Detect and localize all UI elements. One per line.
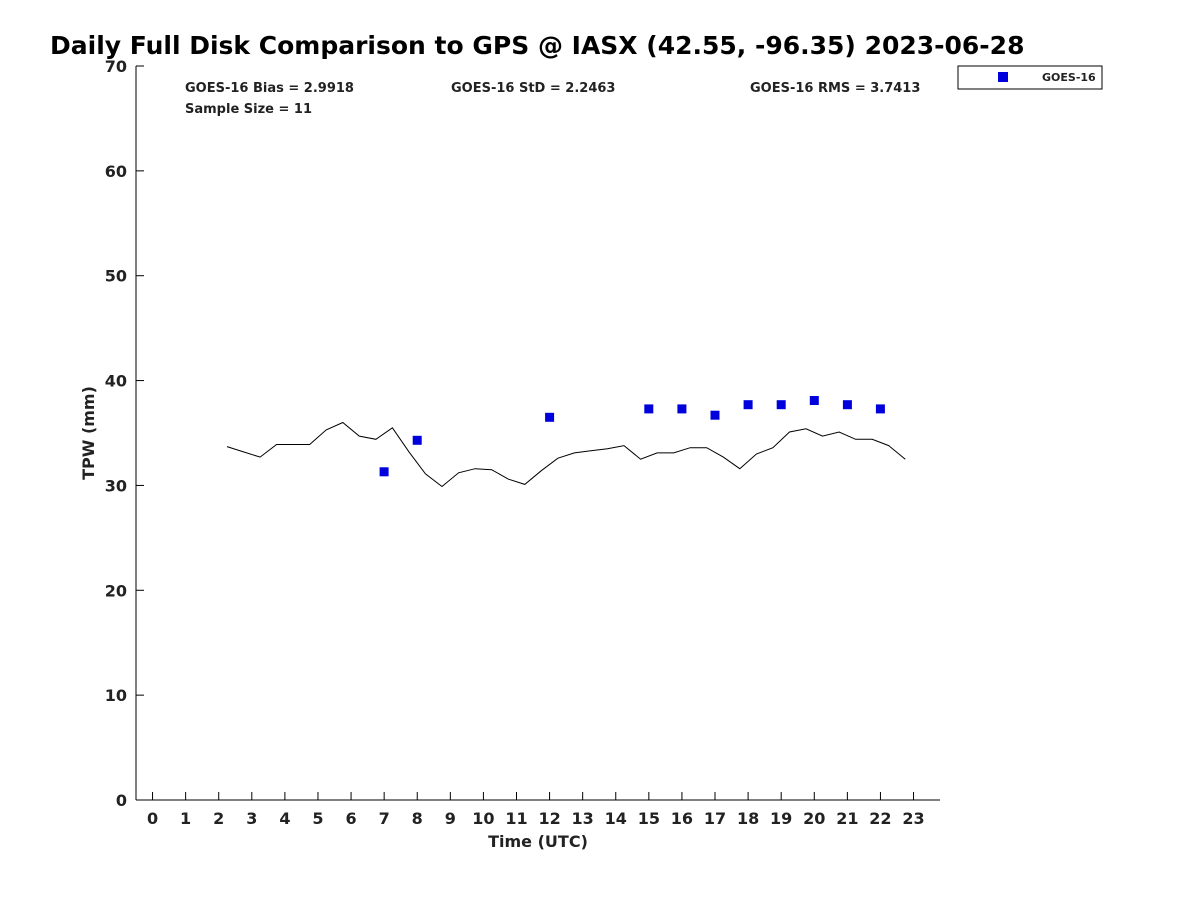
goes-16-point xyxy=(379,467,389,477)
y-tick-label: 50 xyxy=(105,267,127,286)
goes-16-point xyxy=(545,412,555,422)
x-tick-label: 16 xyxy=(671,809,693,828)
y-tick-label: 30 xyxy=(105,476,127,495)
y-ticks: 0 10 20 30 40 50 60 70 xyxy=(105,57,144,810)
y-tick-label: 20 xyxy=(105,581,127,600)
chart-title: Daily Full Disk Comparison to GPS @ IASX… xyxy=(50,31,1024,60)
legend-box xyxy=(957,65,1103,90)
legend-label-goes-16: GOES-16 xyxy=(1042,71,1096,84)
goes-16-point xyxy=(842,400,852,410)
bias-stat: GOES-16 Bias = 2.9918 xyxy=(185,81,354,96)
x-tick-label: 6 xyxy=(345,809,356,828)
x-tick-label: 7 xyxy=(379,809,390,828)
y-tick-label: 0 xyxy=(116,791,127,810)
y-tick-label: 70 xyxy=(105,57,127,76)
goes-16-point xyxy=(743,400,753,410)
x-tick-label: 14 xyxy=(605,809,627,828)
goes-16-point xyxy=(677,404,687,414)
goes-16-point xyxy=(875,404,885,414)
x-tick-label: 12 xyxy=(538,809,560,828)
gps-tpw-line xyxy=(226,421,906,488)
x-tick-label: 11 xyxy=(505,809,527,828)
goes-16-point xyxy=(412,435,422,445)
x-tick-label: 3 xyxy=(246,809,257,828)
goes-16-point xyxy=(809,396,819,405)
goes-16-series xyxy=(379,396,885,477)
x-tick-label: 2 xyxy=(213,809,224,828)
legend: GOES-16 xyxy=(957,65,1103,90)
x-tick-label: 15 xyxy=(638,809,660,828)
x-tick-label: 17 xyxy=(704,809,726,828)
x-tick-label: 1 xyxy=(180,809,191,828)
x-tick-label: 0 xyxy=(147,809,158,828)
x-tick-label: 18 xyxy=(737,809,759,828)
x-tick-label: 13 xyxy=(572,809,594,828)
x-ticks: 0 1 2 3 4 5 6 7 8 9 10 11 12 13 14 15 16 17 18 19 20 21 22 23 xyxy=(147,792,925,828)
x-tick-label: 5 xyxy=(312,809,323,828)
y-tick-label: 60 xyxy=(105,162,127,181)
x-tick-label: 4 xyxy=(279,809,290,828)
y-tick-label: 40 xyxy=(105,372,127,391)
y-tick-label: 10 xyxy=(105,686,127,705)
goes-16-point xyxy=(710,410,720,420)
goes-16-point xyxy=(644,404,654,414)
goes-16-point xyxy=(776,400,786,410)
x-tick-label: 21 xyxy=(836,809,858,828)
x-tick-label: 9 xyxy=(445,809,456,828)
x-axis-label: Time (UTC) xyxy=(488,832,588,851)
legend-marker-goes-16 xyxy=(998,72,1008,82)
std-stat: GOES-16 StD = 2.2463 xyxy=(451,81,615,96)
y-axis-label: TPW (mm) xyxy=(79,386,98,480)
rms-stat: GOES-16 RMS = 3.7413 xyxy=(750,81,920,96)
x-tick-label: 22 xyxy=(869,809,891,828)
x-tick-label: 19 xyxy=(770,809,792,828)
sample-size-stat: Sample Size = 11 xyxy=(185,102,312,117)
x-tick-label: 10 xyxy=(472,809,494,828)
plot-axes xyxy=(135,66,940,801)
gps-series xyxy=(226,421,906,488)
x-tick-label: 8 xyxy=(412,809,423,828)
x-tick-label: 20 xyxy=(803,809,825,828)
x-tick-label: 23 xyxy=(902,809,924,828)
